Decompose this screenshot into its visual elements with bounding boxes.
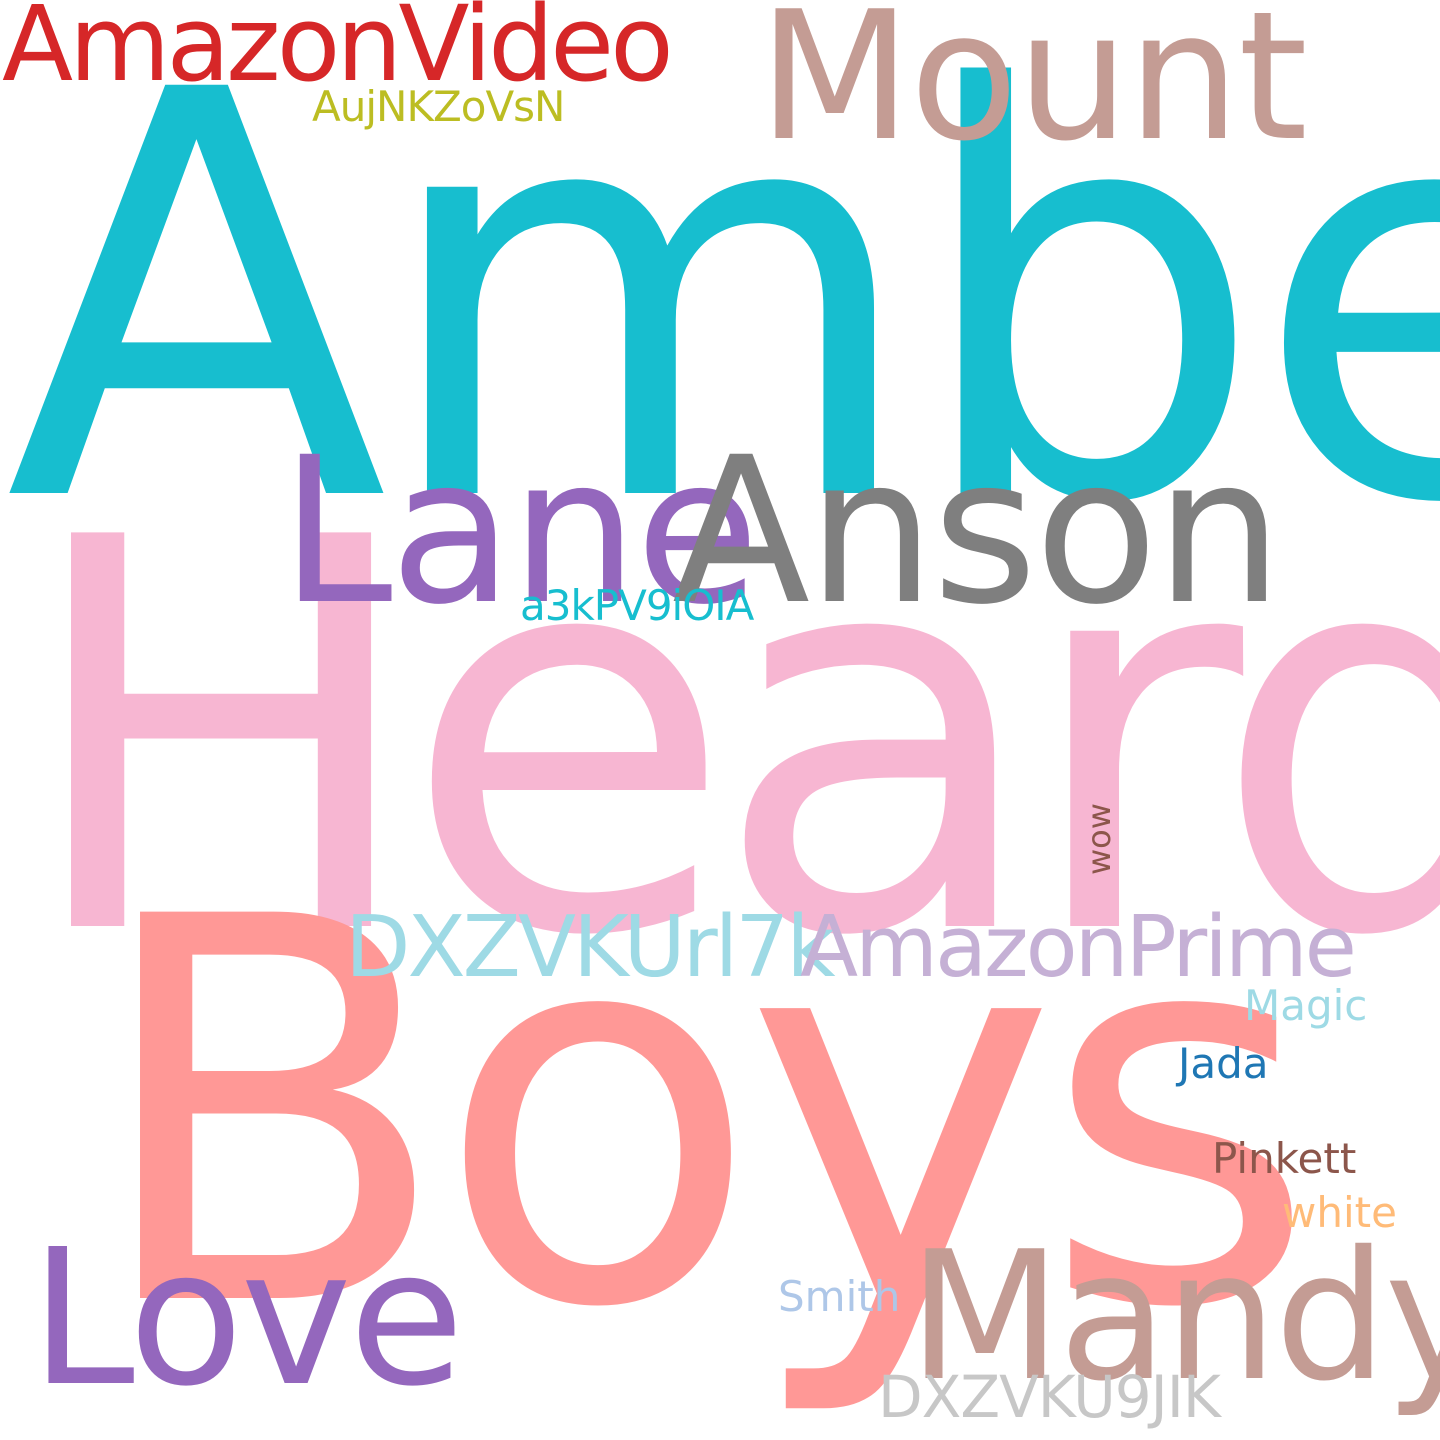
word-dxzvkurl7k: DXZVKUrl7k bbox=[345, 898, 836, 997]
word-aujnkzovsn: AujNKZoVsN bbox=[312, 82, 565, 131]
word-amazonvideo: AmazonVideo bbox=[2, 0, 674, 105]
word-love: Love bbox=[30, 1209, 464, 1428]
word-lane: Lane bbox=[280, 413, 760, 649]
word-a3kpv9ioia: a3kPV9iOIA bbox=[520, 581, 754, 630]
word-heard: Heard bbox=[18, 426, 1440, 1054]
word-wow: wow bbox=[1080, 803, 1118, 875]
word-boys: Boys bbox=[88, 806, 1318, 1423]
word-mount: Mount bbox=[758, 0, 1308, 180]
word-amazonprime: AmazonPrime bbox=[800, 898, 1357, 997]
word-mandy: Mandy bbox=[908, 1213, 1440, 1420]
word-anson: Anson bbox=[672, 413, 1283, 649]
word-smith: Smith bbox=[778, 1272, 901, 1321]
word-amber: Amber bbox=[5, 0, 1440, 626]
word-dxzvku9jik: DXZVKU9JIK bbox=[878, 1363, 1221, 1431]
word-jada: Jada bbox=[1178, 1039, 1269, 1088]
word-magic: Magic bbox=[1244, 981, 1368, 1030]
word-pinkett: Pinkett bbox=[1212, 1134, 1357, 1183]
word-white: white bbox=[1282, 1188, 1397, 1237]
